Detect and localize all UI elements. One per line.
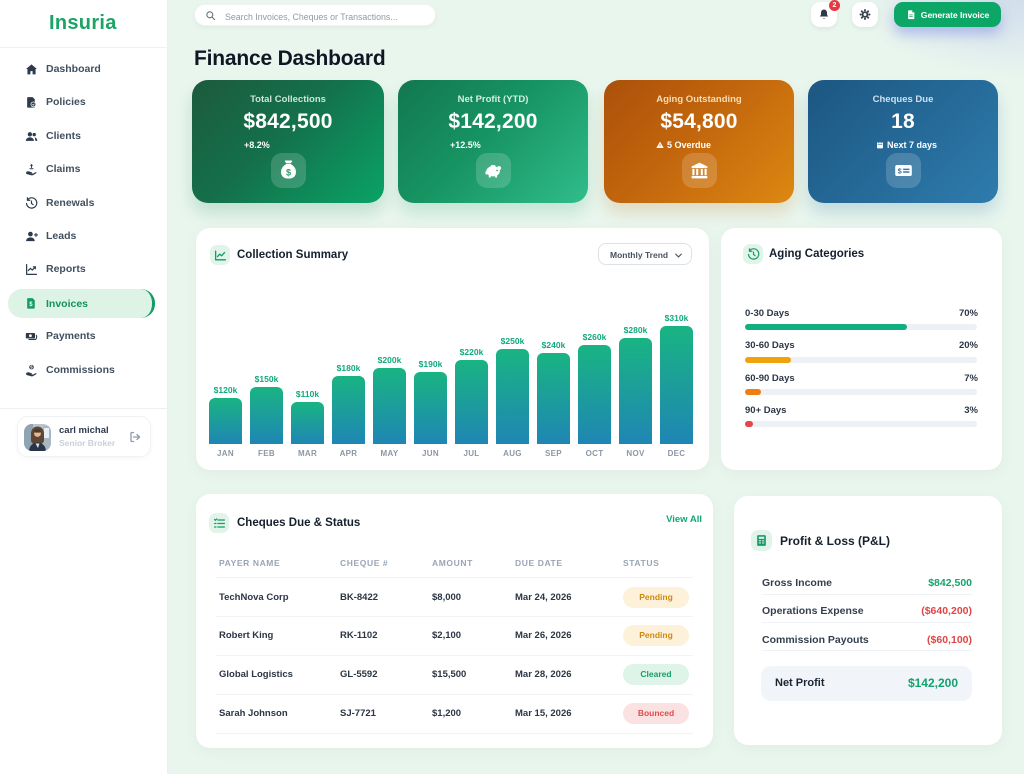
svg-text:$: $ (30, 364, 33, 369)
svg-text:$: $ (29, 302, 33, 308)
svg-text:$: $ (897, 166, 902, 175)
svg-text:$: $ (285, 167, 290, 177)
